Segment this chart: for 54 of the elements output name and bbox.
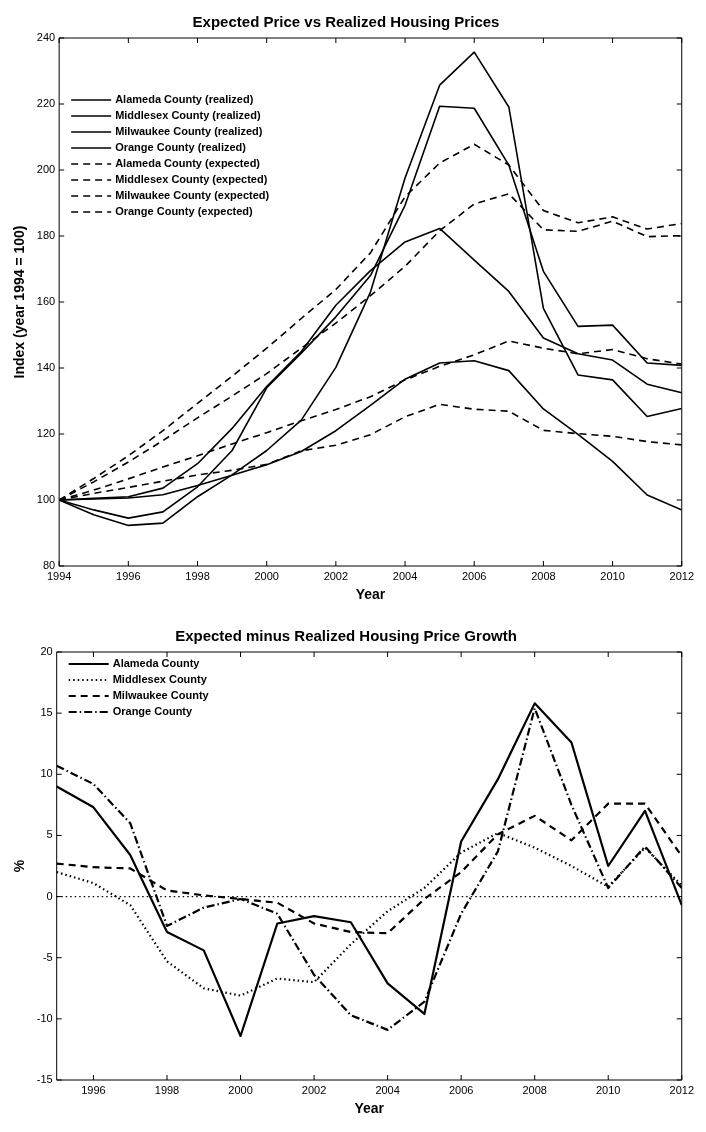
x-tick-label: 1994 [46,569,72,582]
y-tick-label: 15 [40,706,53,719]
legend-label: Middlesex County [112,673,208,686]
x-tick-label: 2004 [392,569,418,582]
x-tick-label: 2010 [595,1083,621,1096]
x-tick-label: 1996 [81,1083,106,1096]
y-tick-label: 5 [46,828,53,841]
y-tick-label: 0 [46,889,53,902]
legend-label: Alameda County [112,657,201,670]
x-tick-label: 2000 [254,569,279,582]
x-axis-title: Year [355,586,386,603]
legend-label: Milwaukee County (expected) [115,189,270,202]
x-tick-label: 2000 [228,1083,253,1096]
x-tick-label: 2012 [669,1083,695,1096]
y-tick-label: 10 [40,767,53,780]
x-tick-label: 2012 [669,569,695,582]
legend-label: Orange County (expected) [115,205,254,218]
y-tick-label: -5 [42,950,53,963]
legend-label: Middlesex County (expected) [115,173,268,186]
chart-title: Expected minus Realized Housing Price Growth [175,627,517,645]
x-tick-label: 2004 [375,1083,400,1096]
y-tick-label: 80 [42,559,56,572]
y-tick-label: 180 [36,229,56,242]
y-tick-label: 220 [36,97,56,110]
x-tick-label: 2008 [531,569,556,582]
x-tick-label: 2006 [448,1083,474,1096]
chart-title: Expected Price vs Realized Housing Prices [192,13,500,31]
x-tick-label: 1998 [154,1083,180,1096]
legend-label: Milwaukee County (realized) [115,125,263,138]
y-tick-label: 240 [36,31,56,44]
x-axis-title: Year [354,1100,385,1117]
legend-label: Middlesex County (realized) [115,109,261,122]
y-tick-label: -15 [36,1073,53,1086]
y-tick-label: 120 [36,427,56,440]
y-axis-title: % [11,859,28,873]
x-tick-label: 2010 [600,569,625,582]
y-tick-label: 20 [40,645,53,658]
x-tick-label: 2002 [323,569,349,582]
legend-label: Alameda County (realized) [115,93,254,106]
x-tick-label: 2006 [461,569,487,582]
legend-label: Alameda County (expected) [115,157,261,170]
x-tick-label: 1996 [116,569,141,582]
y-tick-label: 140 [36,361,56,374]
legend-label: Orange County [112,705,194,718]
x-tick-label: 2008 [522,1083,547,1096]
legend-label: Milwaukee County [112,689,210,702]
x-tick-label: 1998 [185,569,210,582]
y-tick-label: 160 [36,295,56,308]
x-tick-label: 2002 [301,1083,327,1096]
y-axis-title: Index (year 1994 = 100) [11,225,28,379]
y-tick-label: 200 [36,163,56,176]
y-tick-label: 100 [36,493,56,506]
legend-label: Orange County (realized) [115,141,247,154]
y-tick-label: -10 [36,1011,53,1024]
